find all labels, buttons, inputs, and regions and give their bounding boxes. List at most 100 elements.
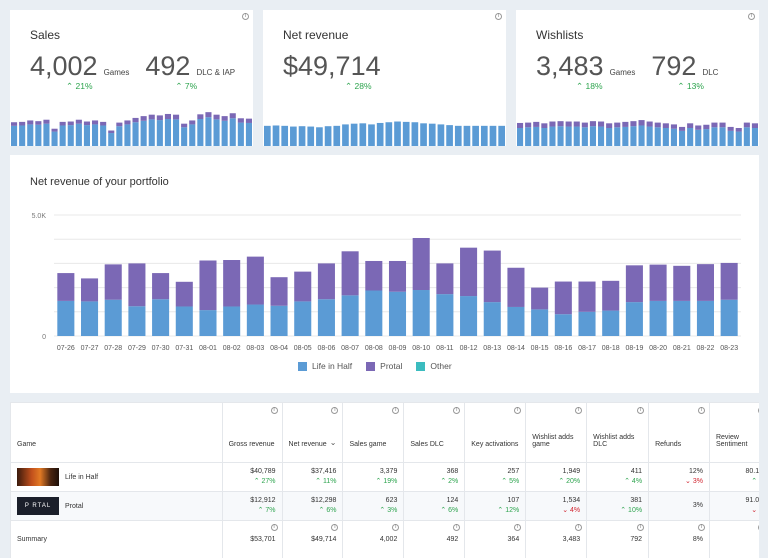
bar-protal[interactable]	[317, 263, 335, 300]
info-icon[interactable]: i	[748, 13, 755, 20]
bar-protal[interactable]	[294, 271, 312, 302]
header-wishlist-adds-dlc[interactable]: i Wishlist adds DLC	[586, 402, 650, 463]
bar-protal[interactable]	[554, 281, 572, 315]
info-icon[interactable]: i	[758, 524, 759, 531]
game-cell[interactable]: Life in Half	[10, 462, 223, 492]
bar-life-in-half[interactable]	[578, 311, 596, 336]
bar-life-in-half[interactable]	[388, 291, 407, 336]
header-net-revenue[interactable]: i Net revenue ⌄	[281, 402, 344, 463]
header-refunds[interactable]: i Refunds	[648, 402, 710, 463]
bar-life-in-half[interactable]	[317, 299, 335, 336]
bar-protal[interactable]	[578, 281, 596, 312]
bar-life-in-half[interactable]	[554, 314, 572, 336]
bar-protal[interactable]	[673, 265, 691, 301]
info-icon[interactable]: i	[575, 407, 583, 414]
header-game[interactable]: Game	[10, 402, 223, 463]
bar-life-in-half[interactable]	[57, 300, 75, 336]
game-name[interactable]: Life in Half	[65, 473, 99, 481]
bar-protal[interactable]	[57, 273, 75, 301]
bar-life-in-half[interactable]	[673, 300, 691, 336]
bar-life-in-half[interactable]	[625, 302, 643, 336]
bar-life-in-half[interactable]	[223, 306, 241, 336]
bar-protal[interactable]	[720, 262, 738, 300]
legend-item-other[interactable]: Other	[416, 361, 452, 371]
kpi-card-net-revenue[interactable]: i Net revenue $49,714 ⌃ 28%	[263, 10, 506, 146]
bar-life-in-half[interactable]	[531, 309, 549, 336]
bar-protal[interactable]	[246, 256, 264, 305]
info-icon[interactable]: i	[758, 407, 759, 414]
bar-life-in-half[interactable]	[341, 295, 359, 336]
bar-life-in-half[interactable]	[128, 306, 146, 336]
kpi-card-wishlists[interactable]: i Wishlists 3,483 Games ⌃ 18% 792 DLC ⌃ 13…	[516, 10, 759, 146]
bar-protal[interactable]	[128, 263, 146, 307]
bar-life-in-half[interactable]	[696, 300, 714, 336]
info-icon[interactable]: i	[453, 524, 461, 531]
bar-life-in-half[interactable]	[460, 296, 478, 336]
legend-item-protal[interactable]: Protal	[366, 361, 402, 371]
info-icon[interactable]: i	[575, 524, 583, 531]
bar-life-in-half[interactable]	[199, 310, 217, 336]
bar-protal[interactable]	[483, 250, 501, 303]
bar-protal[interactable]	[436, 263, 454, 295]
bar-life-in-half[interactable]	[152, 299, 170, 336]
bar-life-in-half[interactable]	[412, 290, 430, 336]
info-icon[interactable]: i	[697, 407, 705, 414]
bar-protal[interactable]	[365, 260, 383, 291]
info-icon[interactable]: i	[637, 407, 645, 414]
info-icon[interactable]: i	[495, 13, 502, 20]
bar-life-in-half[interactable]	[483, 302, 501, 336]
bar-life-in-half[interactable]	[720, 299, 738, 336]
bar-life-in-half[interactable]	[81, 301, 99, 336]
bar-life-in-half[interactable]	[602, 310, 620, 336]
bar-protal[interactable]	[507, 267, 525, 307]
info-icon[interactable]: i	[392, 407, 400, 414]
bar-protal[interactable]	[460, 247, 478, 297]
table-row[interactable]: P RTAL Protal $12,912 ⌃ 7% $12,298 ⌃ 6% 623 ⌃ 3…	[10, 491, 759, 521]
bar-life-in-half[interactable]	[246, 304, 264, 336]
header-key-activations[interactable]: i Key activations	[464, 402, 527, 463]
bar-protal[interactable]	[104, 264, 122, 300]
bar-life-in-half[interactable]	[270, 305, 288, 336]
bar-life-in-half[interactable]	[294, 301, 312, 336]
info-icon[interactable]: i	[270, 524, 278, 531]
header-review-sentiment[interactable]: iReview Sentiment	[708, 402, 759, 463]
bar-protal[interactable]	[649, 264, 667, 301]
bar-life-in-half[interactable]	[175, 306, 193, 336]
info-icon[interactable]: i	[697, 524, 705, 531]
bar-protal[interactable]	[412, 237, 430, 291]
bar-protal[interactable]	[531, 287, 549, 310]
bar-protal[interactable]	[388, 260, 407, 292]
bar-life-in-half[interactable]	[104, 299, 122, 336]
table-row[interactable]: Life in Half $40,789 ⌃ 27% $37,416 ⌃ 11% 3,37…	[10, 462, 759, 492]
header-gross-revenue[interactable]: i Gross revenue	[221, 402, 283, 463]
bar-protal[interactable]	[270, 277, 288, 306]
info-icon[interactable]: i	[242, 13, 249, 20]
header-sales-game[interactable]: i Sales game	[342, 402, 405, 463]
bar-protal[interactable]	[341, 251, 359, 296]
bar-protal[interactable]	[81, 278, 99, 302]
bar-life-in-half[interactable]	[507, 306, 525, 336]
info-icon[interactable]: i	[331, 524, 339, 531]
bar-protal[interactable]	[696, 264, 714, 301]
sort-chevron-down-icon[interactable]: ⌄	[329, 438, 337, 447]
bar-protal[interactable]	[199, 260, 217, 311]
info-icon[interactable]: i	[453, 407, 461, 414]
info-icon[interactable]: i	[331, 407, 339, 414]
info-icon[interactable]: i	[637, 524, 645, 531]
bar-life-in-half[interactable]	[649, 300, 667, 336]
bar-life-in-half[interactable]	[436, 294, 454, 336]
info-icon[interactable]: i	[514, 407, 522, 414]
bar-protal[interactable]	[223, 260, 241, 307]
info-icon[interactable]: i	[270, 407, 278, 414]
info-icon[interactable]: i	[514, 524, 522, 531]
bar-protal[interactable]	[175, 281, 193, 307]
game-cell[interactable]: P RTAL Protal	[10, 491, 223, 521]
bar-protal[interactable]	[602, 280, 620, 311]
info-icon[interactable]: i	[392, 524, 400, 531]
bar-protal[interactable]	[625, 265, 643, 303]
kpi-card-sales[interactable]: i Sales 4,002 Games ⌃ 21% 492 DLC & IAP ⌃ …	[10, 10, 253, 146]
bar-protal[interactable]	[152, 273, 170, 300]
header-wishlist-adds-game[interactable]: i Wishlist adds game	[525, 402, 588, 463]
game-name[interactable]: Protal	[65, 502, 84, 510]
legend-item-life-in-half[interactable]: Life in Half	[298, 361, 352, 371]
